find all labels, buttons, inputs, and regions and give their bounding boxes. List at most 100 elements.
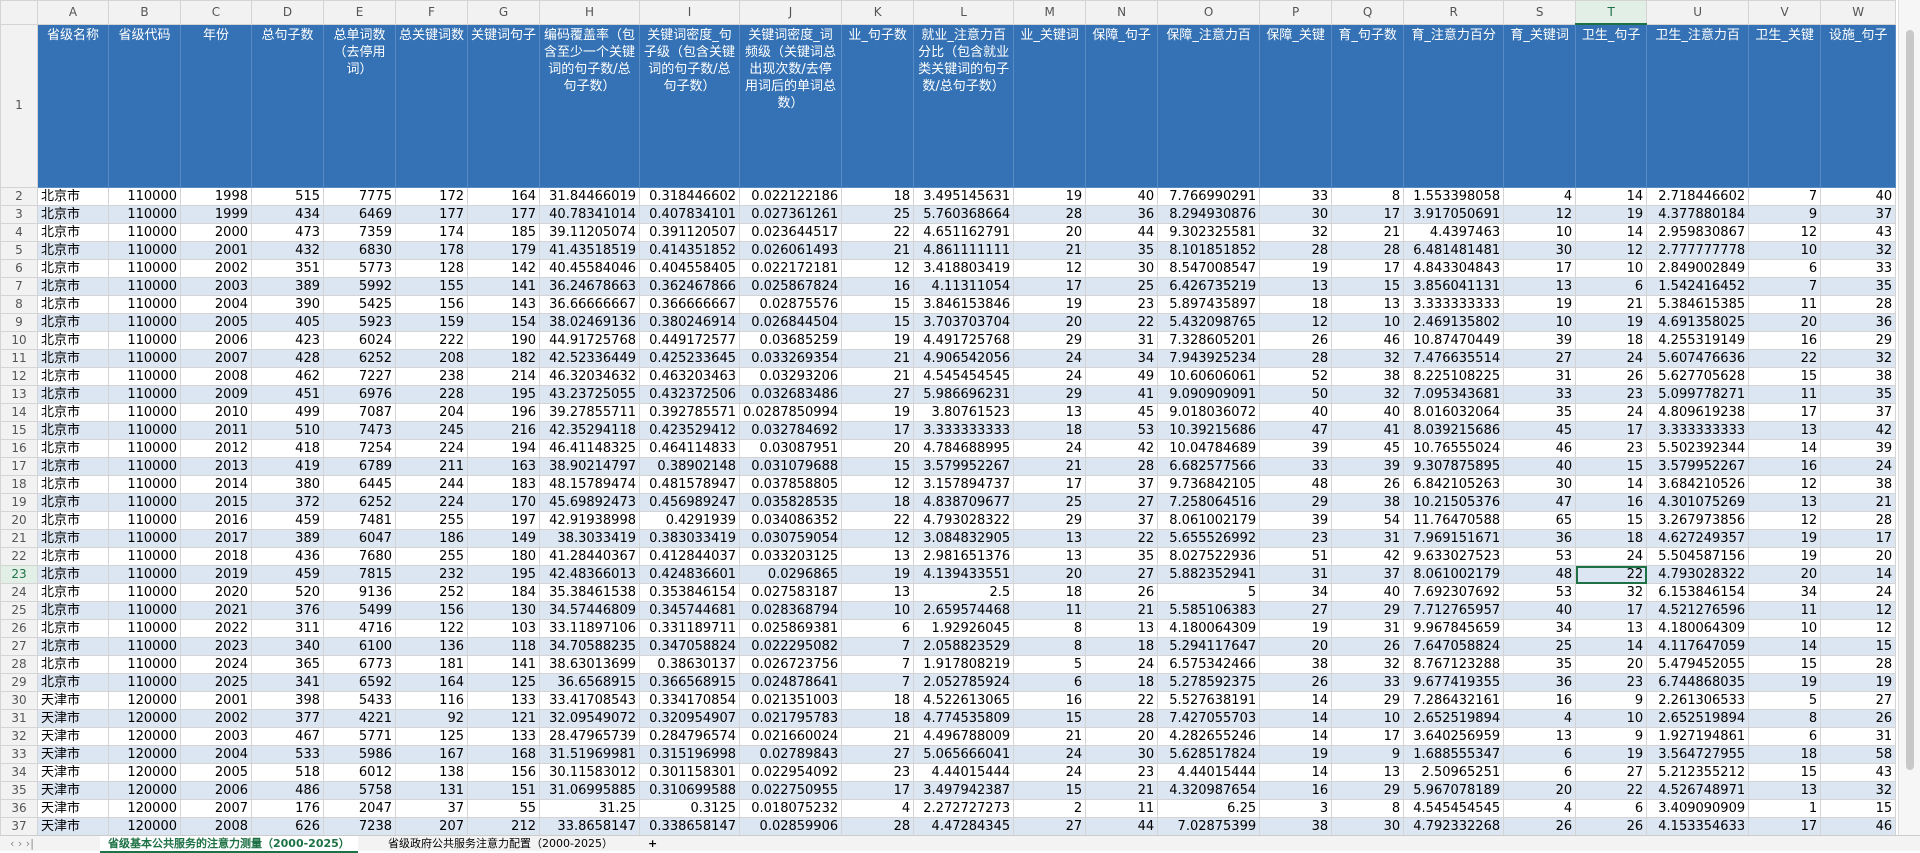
cell[interactable]: 2004 (180, 295, 252, 314)
cell[interactable]: 174 (395, 223, 468, 242)
cell[interactable]: 0.032683486 (738, 385, 843, 404)
cell[interactable]: 26 (1259, 331, 1333, 350)
cell[interactable]: 46 (1820, 817, 1897, 835)
cell[interactable]: 38.90214797 (539, 457, 640, 476)
cell[interactable]: 39 (1820, 439, 1897, 458)
cell[interactable]: 10 (1575, 259, 1648, 278)
cell[interactable]: 33 (1331, 673, 1405, 692)
cell[interactable]: 18 (1575, 529, 1648, 548)
cell[interactable]: 55 (467, 799, 540, 818)
cell[interactable]: 北京市 (37, 601, 109, 620)
cell[interactable]: 天津市 (37, 817, 109, 835)
cell[interactable]: 22 (1085, 691, 1159, 710)
cell[interactable]: 110000 (108, 187, 181, 206)
cell[interactable]: 183 (467, 475, 540, 494)
cell[interactable]: 0.025869381 (738, 619, 843, 638)
cell[interactable]: 5433 (323, 691, 396, 710)
cell[interactable]: 473 (251, 223, 324, 242)
cell[interactable]: 3.703703704 (913, 313, 1015, 332)
cell[interactable]: 天津市 (37, 745, 109, 764)
cell[interactable]: 46.32034632 (539, 367, 640, 386)
cell[interactable]: 0.024878641 (738, 673, 843, 692)
cell[interactable]: 10 (1331, 709, 1405, 728)
cell[interactable]: 33 (1259, 187, 1333, 206)
cell[interactable]: 6.842105263 (1403, 475, 1505, 494)
cell[interactable]: 6 (1748, 259, 1822, 278)
row-number[interactable]: 6 (0, 259, 38, 278)
cell[interactable]: 2003 (180, 277, 252, 296)
cell[interactable]: 376 (251, 601, 324, 620)
cell[interactable]: 163 (467, 457, 540, 476)
header-cell[interactable]: 年份 (180, 23, 252, 188)
column-letter[interactable]: C (180, 0, 252, 25)
cell[interactable]: 21 (841, 367, 915, 386)
cell[interactable]: 0.310699588 (639, 781, 740, 800)
cell[interactable]: 30 (1085, 745, 1159, 764)
cell[interactable]: 38.3033419 (539, 529, 640, 548)
cell[interactable]: 11 (1085, 799, 1159, 818)
cell[interactable]: 6.682577566 (1157, 457, 1261, 476)
cell[interactable]: 195 (467, 385, 540, 404)
cell[interactable]: 18 (1575, 331, 1648, 350)
cell[interactable]: 31.84466019 (539, 187, 640, 206)
cell[interactable]: 138 (395, 763, 468, 782)
cell[interactable]: 42.52336449 (539, 349, 640, 368)
cell[interactable]: 451 (251, 385, 324, 404)
cell[interactable]: 16 (1259, 781, 1333, 800)
cell[interactable]: 120000 (108, 781, 181, 800)
cell[interactable]: 34 (1259, 583, 1333, 602)
header-cell[interactable]: 编码覆盖率（包含至少一个关键词的句子数/总句子数） (539, 23, 640, 188)
cell[interactable]: 15 (1013, 781, 1087, 800)
cell[interactable]: 42 (1331, 547, 1405, 566)
cell[interactable]: 1.542416452 (1646, 277, 1750, 296)
cell[interactable]: 1.92926045 (913, 619, 1015, 638)
cell[interactable]: 4.809619238 (1646, 403, 1750, 422)
cell[interactable]: 42.48366013 (539, 565, 640, 584)
cell[interactable]: 53 (1503, 583, 1577, 602)
cell[interactable]: 110000 (108, 385, 181, 404)
cell[interactable]: 40 (1331, 403, 1405, 422)
cell[interactable]: 7.286432161 (1403, 691, 1505, 710)
cell[interactable]: 20 (1820, 547, 1897, 566)
cell[interactable]: 0.0296865 (738, 565, 843, 584)
cell[interactable]: 13 (1259, 277, 1333, 296)
cell[interactable]: 31 (1085, 331, 1159, 350)
cell[interactable]: 37 (1820, 205, 1897, 224)
cell[interactable]: 0.318446602 (639, 187, 740, 206)
cell[interactable]: 0.4291939 (639, 511, 740, 530)
cell[interactable]: 8.061002179 (1157, 511, 1261, 530)
cell[interactable]: 18 (1748, 745, 1822, 764)
cell[interactable]: 25 (841, 205, 915, 224)
cell[interactable]: 8 (1748, 709, 1822, 728)
cell[interactable]: 515 (251, 187, 324, 206)
cell[interactable]: 0.404558405 (639, 259, 740, 278)
cell[interactable]: 22 (841, 511, 915, 530)
column-letter[interactable]: O (1157, 0, 1261, 25)
cell[interactable]: 156 (395, 295, 468, 314)
add-sheet[interactable]: + (648, 837, 658, 850)
cell[interactable]: 40.78341014 (539, 205, 640, 224)
header-cell[interactable]: 总关键词数 (395, 23, 468, 188)
cell[interactable]: 16 (1575, 493, 1648, 512)
cell[interactable]: 35 (1820, 277, 1897, 296)
cell[interactable]: 48 (1503, 565, 1577, 584)
row-number[interactable]: 12 (0, 367, 38, 386)
cell[interactable]: 5992 (323, 277, 396, 296)
header-cell[interactable]: 保障_注意力百 (1157, 23, 1261, 188)
cell[interactable]: 204 (395, 403, 468, 422)
cell[interactable]: 3.917050691 (1403, 205, 1505, 224)
cell[interactable]: 533 (251, 745, 324, 764)
cell[interactable]: 11 (1748, 385, 1822, 404)
cell[interactable]: 10.76555024 (1403, 439, 1505, 458)
cell[interactable]: 182 (467, 349, 540, 368)
cell[interactable]: 518 (251, 763, 324, 782)
cell[interactable]: 6.426735219 (1157, 277, 1261, 296)
cell[interactable]: 2024 (180, 655, 252, 674)
cell[interactable]: 224 (395, 439, 468, 458)
cell[interactable]: 0.022172181 (738, 259, 843, 278)
cell[interactable]: 5.099778271 (1646, 385, 1750, 404)
column-letter[interactable]: I (639, 0, 740, 25)
cell[interactable]: 5758 (323, 781, 396, 800)
cell[interactable]: 6252 (323, 493, 396, 512)
cell[interactable]: 167 (395, 745, 468, 764)
